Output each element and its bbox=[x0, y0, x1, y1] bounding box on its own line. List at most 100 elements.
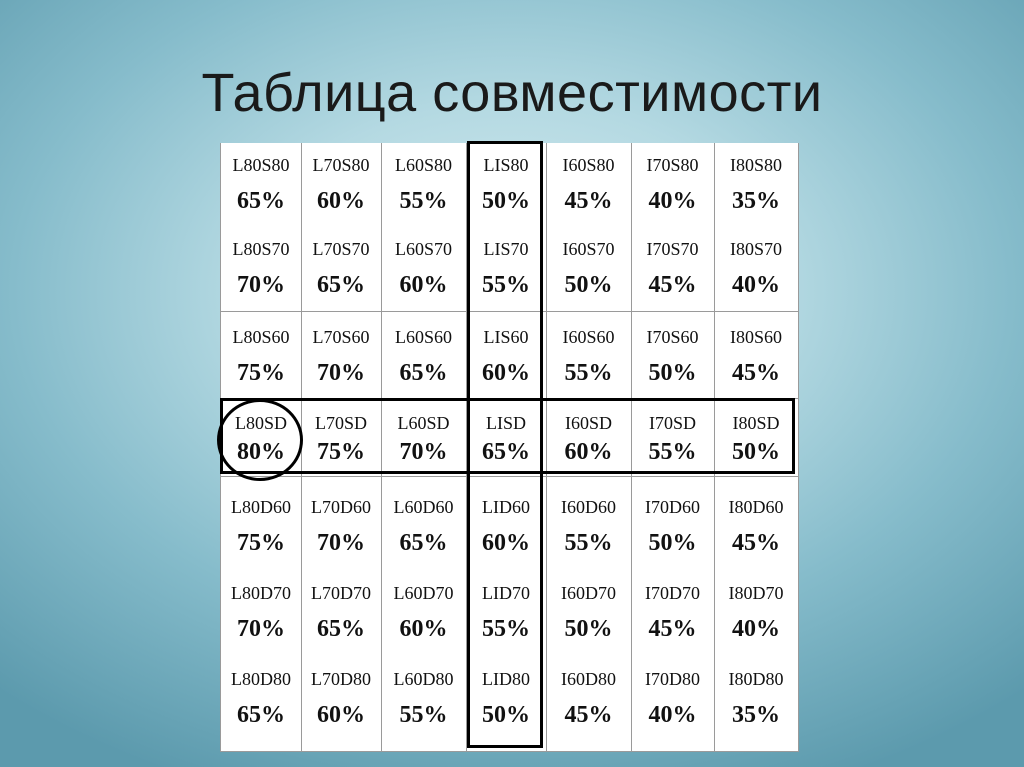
table-cell: LID60 60% bbox=[466, 485, 546, 569]
cell-percent: 50% bbox=[482, 188, 530, 214]
table-cell: L80D70 70% bbox=[221, 571, 301, 655]
cell-percent: 45% bbox=[648, 272, 697, 298]
table-cell: LIS60 60% bbox=[466, 315, 546, 399]
table-cell: I80D80 35% bbox=[714, 657, 798, 741]
cell-percent: 70% bbox=[399, 439, 448, 465]
table-cell: I80S80 35% bbox=[714, 143, 798, 227]
cell-code: L80SD bbox=[234, 413, 287, 433]
grid-vertical-line bbox=[381, 143, 382, 751]
cell-percent: 50% bbox=[648, 360, 697, 386]
cell-code: I80S80 bbox=[729, 155, 782, 175]
cell-percent: 65% bbox=[317, 616, 365, 642]
table-cell: L70D70 65% bbox=[301, 571, 381, 655]
cell-code: I60D60 bbox=[561, 497, 616, 517]
cell-percent: 60% bbox=[317, 188, 365, 214]
cell-code: L60D80 bbox=[393, 669, 454, 689]
cell-percent: 55% bbox=[564, 360, 613, 386]
cell-percent: 70% bbox=[237, 616, 285, 642]
cell-percent: 60% bbox=[482, 530, 530, 556]
cell-code: L80S80 bbox=[232, 155, 290, 175]
table-cell: I80S60 45% bbox=[714, 315, 798, 399]
cell-percent: 45% bbox=[648, 616, 697, 642]
cell-code: I80D60 bbox=[728, 497, 784, 517]
cell-percent: 50% bbox=[564, 272, 613, 298]
cell-percent: 65% bbox=[482, 439, 530, 465]
cell-code: L60S70 bbox=[394, 239, 452, 259]
cell-percent: 45% bbox=[732, 360, 780, 386]
table-cell: L80D80 65% bbox=[221, 657, 301, 741]
cell-percent: 80% bbox=[237, 439, 285, 465]
cell-percent: 50% bbox=[648, 530, 697, 556]
cell-percent: 65% bbox=[237, 188, 285, 214]
cell-code: L60SD bbox=[397, 413, 450, 433]
grid-horizontal-line bbox=[221, 476, 798, 477]
table-cell: L70S70 65% bbox=[301, 227, 381, 311]
cell-code: LID70 bbox=[482, 583, 530, 603]
table-cell: I70SD 55% bbox=[631, 401, 714, 485]
cell-code: I60S60 bbox=[562, 327, 615, 347]
table-cell: L60SD 70% bbox=[381, 401, 466, 485]
cell-percent: 60% bbox=[399, 272, 448, 298]
cell-code: L80S70 bbox=[232, 239, 290, 259]
cell-percent: 60% bbox=[399, 616, 448, 642]
table-cell: L80SD 80% bbox=[221, 401, 301, 485]
table-cell: L70SD 75% bbox=[301, 401, 381, 485]
cell-percent: 45% bbox=[564, 702, 613, 728]
table-cell: I60D80 45% bbox=[546, 657, 631, 741]
cell-percent: 60% bbox=[317, 702, 365, 728]
table-cell: LIS80 50% bbox=[466, 143, 546, 227]
table-cell: L60S60 65% bbox=[381, 315, 466, 399]
cell-code: I80S60 bbox=[729, 327, 782, 347]
cell-code: L70S70 bbox=[312, 239, 370, 259]
cell-code: L60D60 bbox=[393, 497, 454, 517]
cell-code: LIS70 bbox=[483, 239, 529, 259]
cell-code: L70SD bbox=[314, 413, 367, 433]
table-cell: L70S60 70% bbox=[301, 315, 381, 399]
grid-vertical-line bbox=[631, 143, 632, 751]
grid-vertical-line bbox=[466, 143, 467, 751]
cell-code: L70S60 bbox=[312, 327, 370, 347]
cell-code: I80D80 bbox=[728, 669, 784, 689]
cell-percent: 40% bbox=[732, 616, 780, 642]
table-cell: I70D80 40% bbox=[631, 657, 714, 741]
table-cell: I80D70 40% bbox=[714, 571, 798, 655]
cell-percent: 75% bbox=[237, 530, 285, 556]
cell-code: L70D80 bbox=[311, 669, 371, 689]
cell-code: I70S70 bbox=[646, 239, 699, 259]
cell-code: I70S60 bbox=[646, 327, 699, 347]
table-cell: I70D70 45% bbox=[631, 571, 714, 655]
table-cell: I60D70 50% bbox=[546, 571, 631, 655]
table-cell: L60S80 55% bbox=[381, 143, 466, 227]
cell-percent: 65% bbox=[399, 530, 448, 556]
cell-percent: 65% bbox=[317, 272, 365, 298]
table-cell: I80SD 50% bbox=[714, 401, 798, 485]
grid-vertical-line bbox=[714, 143, 715, 751]
table-cell: I80D60 45% bbox=[714, 485, 798, 569]
cell-code: L60D70 bbox=[393, 583, 454, 603]
cell-code: I70D80 bbox=[645, 669, 700, 689]
table-cell: L80S80 65% bbox=[221, 143, 301, 227]
cell-percent: 55% bbox=[564, 530, 613, 556]
table-cell: LID80 50% bbox=[466, 657, 546, 741]
cell-percent: 60% bbox=[564, 439, 613, 465]
cell-percent: 75% bbox=[237, 360, 285, 386]
cell-percent: 55% bbox=[399, 188, 448, 214]
table-cell: I60S70 50% bbox=[546, 227, 631, 311]
cell-percent: 70% bbox=[317, 360, 365, 386]
table-cell: L70D80 60% bbox=[301, 657, 381, 741]
cell-code: LIS60 bbox=[483, 327, 529, 347]
table-cell: I60S80 45% bbox=[546, 143, 631, 227]
cell-percent: 55% bbox=[648, 439, 697, 465]
table-cell: LIS70 55% bbox=[466, 227, 546, 311]
cell-code: I70D70 bbox=[645, 583, 700, 603]
cell-code: I60SD bbox=[564, 413, 612, 433]
cell-code: L80D60 bbox=[231, 497, 291, 517]
cell-code: I80SD bbox=[732, 413, 780, 433]
cell-code: I70D60 bbox=[645, 497, 700, 517]
table-cell: I80S70 40% bbox=[714, 227, 798, 311]
cell-code: I60S80 bbox=[562, 155, 615, 175]
cell-code: L60S60 bbox=[394, 327, 452, 347]
cell-code: LISD bbox=[486, 413, 526, 433]
table-cell: I60SD 60% bbox=[546, 401, 631, 485]
cell-code: L70D60 bbox=[311, 497, 371, 517]
